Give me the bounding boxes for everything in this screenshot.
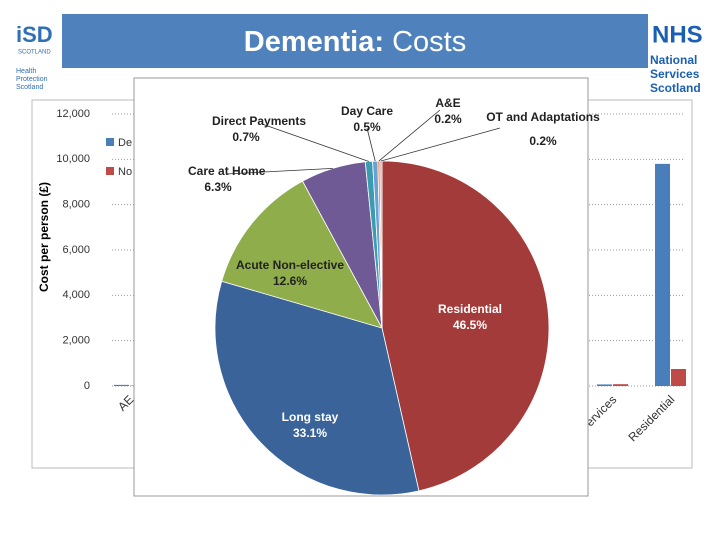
slice-value-label: 0.7% bbox=[232, 130, 260, 144]
bar bbox=[671, 369, 686, 386]
legend-swatch bbox=[106, 138, 114, 146]
slice-label: A&E bbox=[435, 96, 460, 110]
title-rest: Costs bbox=[392, 26, 466, 58]
slice-label: Direct Payments bbox=[212, 114, 306, 128]
slice-label: Care at Home bbox=[188, 164, 266, 178]
slice-value-label: 12.6% bbox=[273, 274, 307, 288]
legend-swatch bbox=[106, 167, 114, 175]
logo-hps: Protection bbox=[16, 76, 48, 83]
logo-nhs: NHS bbox=[652, 21, 703, 48]
slice-value-label: 33.1% bbox=[293, 426, 327, 440]
slice-label: Day Care bbox=[341, 104, 393, 118]
y-tick-label: 2,000 bbox=[62, 335, 90, 347]
title-strong: Dementia: bbox=[244, 26, 384, 58]
y-axis-title: Cost per person (£) bbox=[37, 182, 51, 292]
y-tick-label: 6,000 bbox=[62, 244, 90, 256]
slice-label: Acute Non-elective bbox=[236, 258, 344, 272]
slice-value-label: 0.2% bbox=[529, 134, 557, 148]
slice-value-label: 0.5% bbox=[353, 120, 381, 134]
legend-label: De bbox=[118, 137, 132, 149]
logo-nss: National bbox=[650, 53, 697, 67]
legend-label: No bbox=[118, 166, 132, 178]
logo-hps: Scotland bbox=[16, 84, 43, 91]
y-tick-label: 10,000 bbox=[56, 153, 90, 165]
slice-label: Long stay bbox=[282, 410, 339, 424]
slice-value-label: 0.2% bbox=[434, 112, 462, 126]
slice-label: OT and Adaptations bbox=[486, 110, 600, 124]
slide-title: Dementia: Costs bbox=[244, 26, 466, 58]
bar bbox=[114, 385, 129, 386]
y-tick-label: 0 bbox=[84, 380, 90, 392]
slice-value-label: 46.5% bbox=[453, 318, 487, 332]
y-tick-label: 8,000 bbox=[62, 199, 90, 211]
logo-isd-sub: SCOTLAND bbox=[18, 50, 51, 56]
logo-nss: Services bbox=[650, 67, 700, 81]
logo-hps: Health bbox=[16, 68, 36, 75]
y-tick-label: 12,000 bbox=[56, 108, 90, 120]
y-tick-label: 4,000 bbox=[62, 289, 90, 301]
logo-isd: iSD bbox=[16, 22, 53, 47]
bar bbox=[655, 164, 670, 386]
logo-nss: Scotland bbox=[650, 81, 701, 95]
bar bbox=[597, 384, 612, 386]
bar bbox=[613, 384, 628, 386]
slice-label: Residential bbox=[438, 302, 502, 316]
slice-value-label: 6.3% bbox=[204, 180, 232, 194]
